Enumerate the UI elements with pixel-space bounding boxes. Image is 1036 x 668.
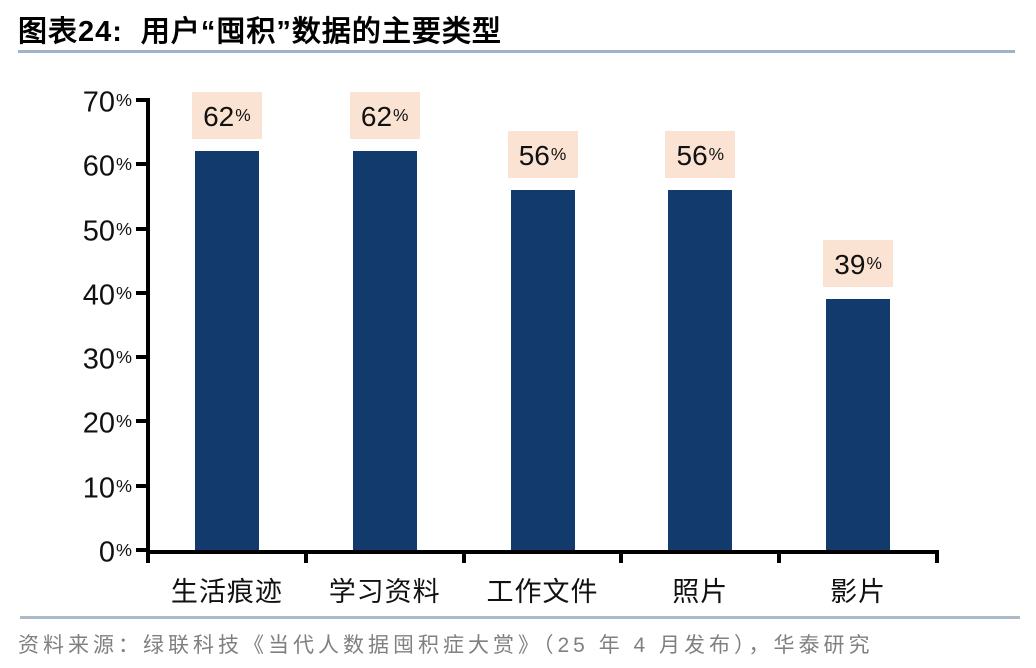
chart-number-label: 图表24:: [18, 16, 123, 48]
x-axis-tick: [619, 550, 624, 563]
value-label: 62%: [349, 92, 420, 140]
bar: [510, 190, 575, 550]
chart-header: 图表24: 用户“囤积”数据的主要类型: [18, 8, 502, 50]
y-axis-label: 50%: [82, 214, 132, 247]
y-axis-tick: [136, 419, 148, 424]
y-axis-line: [146, 98, 150, 554]
bar: [352, 151, 417, 550]
value-label: 56%: [507, 131, 578, 178]
bar: [668, 190, 733, 550]
y-axis-label: 60%: [82, 150, 132, 183]
y-axis-tick: [136, 98, 148, 102]
x-axis-tick: [935, 550, 939, 563]
x-axis-tick: [303, 550, 308, 563]
x-axis-tick: [777, 550, 782, 563]
title-underline: [18, 50, 1015, 53]
bar: [826, 299, 891, 550]
category-label: 照片: [672, 577, 729, 607]
category-label: 影片: [830, 577, 887, 607]
footer-divider: [20, 616, 1020, 619]
x-axis-tick: [146, 550, 150, 563]
source-note: 资料来源：绿联科技《当代人数据囤积症大赏》（25 年 4 月发布），华泰研究: [18, 634, 874, 657]
value-label: 56%: [665, 131, 736, 178]
x-axis-tick: [461, 550, 466, 563]
y-axis-tick: [136, 355, 148, 360]
y-axis-label: 30%: [82, 343, 132, 376]
chart-title: 用户“囤积”数据的主要类型: [140, 16, 502, 48]
y-axis-tick: [136, 162, 148, 167]
y-axis-label: 20%: [82, 407, 132, 440]
y-axis-label: 0%: [98, 536, 132, 569]
value-label: 39%: [823, 240, 894, 288]
value-label: 62%: [191, 92, 262, 140]
y-axis-tick: [136, 548, 148, 552]
y-axis-label: 10%: [82, 472, 132, 505]
y-axis-tick: [136, 483, 148, 488]
y-axis-tick: [136, 290, 148, 295]
x-axis-line: [146, 550, 939, 554]
bar: [194, 151, 259, 550]
category-label: 学习资料: [328, 577, 441, 607]
category-label: 工作文件: [486, 577, 599, 607]
y-axis-tick: [136, 226, 148, 231]
y-axis-label: 70%: [82, 86, 132, 119]
y-axis-label: 40%: [82, 279, 132, 312]
category-label: 生活痕迹: [170, 577, 283, 607]
